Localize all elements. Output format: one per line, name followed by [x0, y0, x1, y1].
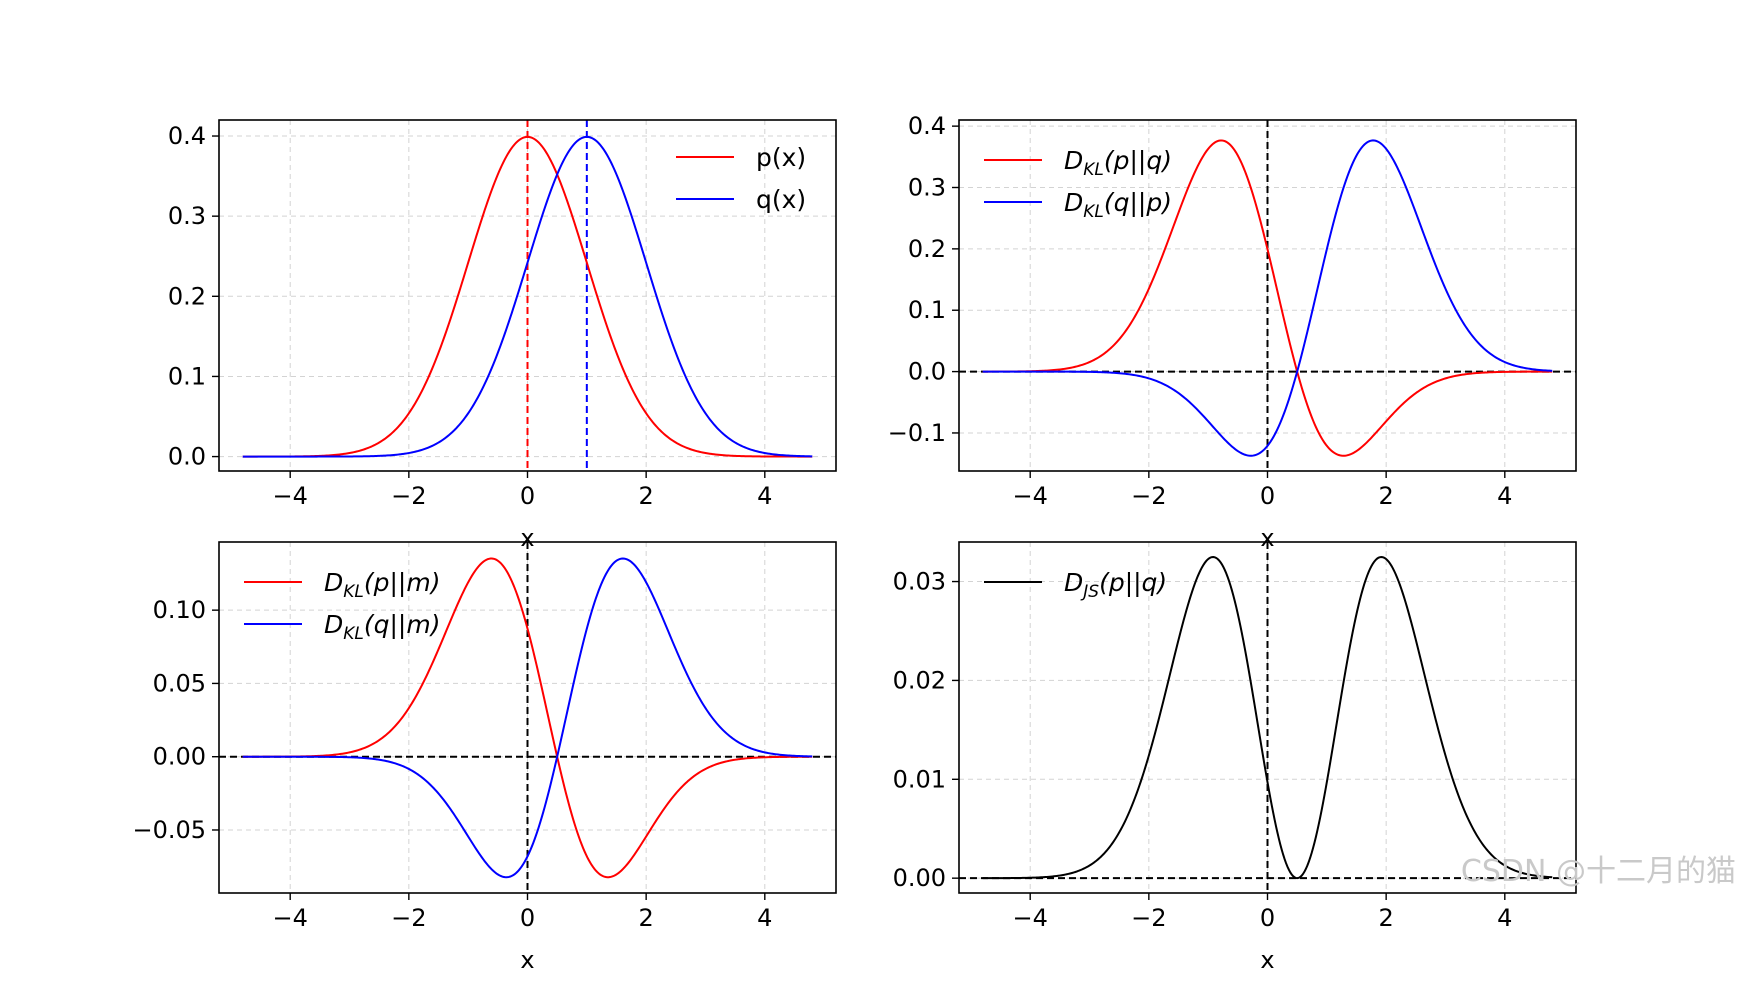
x-axis-label: x — [1260, 524, 1274, 552]
y-tick-label: 0.01 — [893, 765, 946, 793]
x-tick-label: −4 — [272, 482, 307, 510]
x-axis-label: x — [520, 946, 534, 974]
y-tick-label: 0.00 — [153, 743, 206, 771]
legend-label-0: DKL(p||m) — [324, 568, 440, 602]
series-line-0 — [242, 135, 813, 458]
plot-area — [959, 120, 1576, 471]
series-line-1 — [242, 135, 813, 458]
y-tick-label: 0.4 — [168, 122, 206, 150]
y-tick-label: 0.10 — [153, 596, 206, 624]
series-line-1 — [982, 139, 1553, 457]
series-line-0 — [982, 139, 1553, 457]
subplot-kl-p-q: −4 −2 0 2 4 −0.1 0.0 0.1 0.2 0.3 0.4 x DKL(p||q) DKL(… — [888, 112, 1577, 552]
x-tick-label: −2 — [391, 482, 426, 510]
x-tick-label: −4 — [1012, 904, 1047, 932]
x-tick-label: 2 — [1379, 482, 1394, 510]
series-line-0 — [242, 557, 813, 879]
y-tick-label: −0.1 — [888, 419, 946, 447]
y-tick-label: 0.0 — [908, 358, 946, 386]
x-tick-label: −4 — [272, 904, 307, 932]
series-line-1 — [242, 557, 813, 879]
y-tick-label: 0.2 — [168, 282, 206, 310]
x-tick-label: −2 — [1131, 904, 1166, 932]
x-tick-label: −2 — [391, 904, 426, 932]
y-tick-label: 0.3 — [168, 202, 206, 230]
legend-label-1: DKL(q||m) — [324, 610, 440, 644]
y-tick-label: 0.2 — [908, 235, 946, 263]
x-tick-label: 0 — [1260, 904, 1275, 932]
watermark-text: CSDN @十二月的猫 — [1460, 854, 1736, 889]
x-axis-label: x — [1260, 946, 1274, 974]
legend-label-1: DKL(q||p) — [1064, 188, 1172, 222]
y-tick-label: 0.1 — [908, 296, 946, 324]
x-tick-label: 2 — [1379, 904, 1394, 932]
legend-label-0: DKL(p||q) — [1064, 146, 1172, 180]
legend-label-0: p(x) — [756, 143, 806, 172]
y-tick-label: −0.05 — [132, 816, 206, 844]
subplot-p-q-densities: −4 −2 0 2 4 0.0 0.1 0.2 0.3 0.4 x p(x) q(x) — [168, 119, 837, 552]
y-tick-label: 0.4 — [908, 112, 946, 140]
subplot-js-divergence: −4 −2 0 2 4 0.00 0.01 0.02 0.03 x DJS(p||q) — [893, 541, 1577, 974]
y-tick-label: 0.1 — [168, 362, 206, 390]
x-tick-label: 4 — [757, 482, 772, 510]
plot-area — [959, 542, 1576, 893]
x-tick-label: −2 — [1131, 482, 1166, 510]
y-tick-label: 0.03 — [893, 568, 946, 596]
y-tick-label: 0.00 — [893, 864, 946, 892]
legend-label-1: q(x) — [756, 185, 806, 214]
x-axis-label: x — [520, 524, 534, 552]
x-tick-label: 4 — [1497, 904, 1512, 932]
x-tick-label: 0 — [520, 482, 535, 510]
y-tick-label: 0.05 — [153, 669, 206, 697]
y-tick-label: 0.3 — [908, 174, 946, 202]
x-tick-label: −4 — [1012, 482, 1047, 510]
y-tick-label: 0.0 — [168, 443, 206, 471]
subplot-kl-to-mixture: −4 −2 0 2 4 −0.05 0.00 0.05 0.10 x DKL(p||m) DKL(q|… — [132, 541, 837, 974]
x-tick-label: 0 — [1260, 482, 1275, 510]
x-tick-label: 2 — [639, 482, 654, 510]
legend-label-0: DJS(p||q) — [1064, 568, 1167, 602]
series-line-0 — [982, 555, 1553, 880]
x-tick-label: 4 — [1497, 482, 1512, 510]
x-tick-label: 4 — [757, 904, 772, 932]
plot-area — [242, 120, 813, 471]
y-tick-label: 0.02 — [893, 666, 946, 694]
plot-area — [219, 542, 836, 893]
x-tick-label: 2 — [639, 904, 654, 932]
x-tick-label: 0 — [520, 904, 535, 932]
